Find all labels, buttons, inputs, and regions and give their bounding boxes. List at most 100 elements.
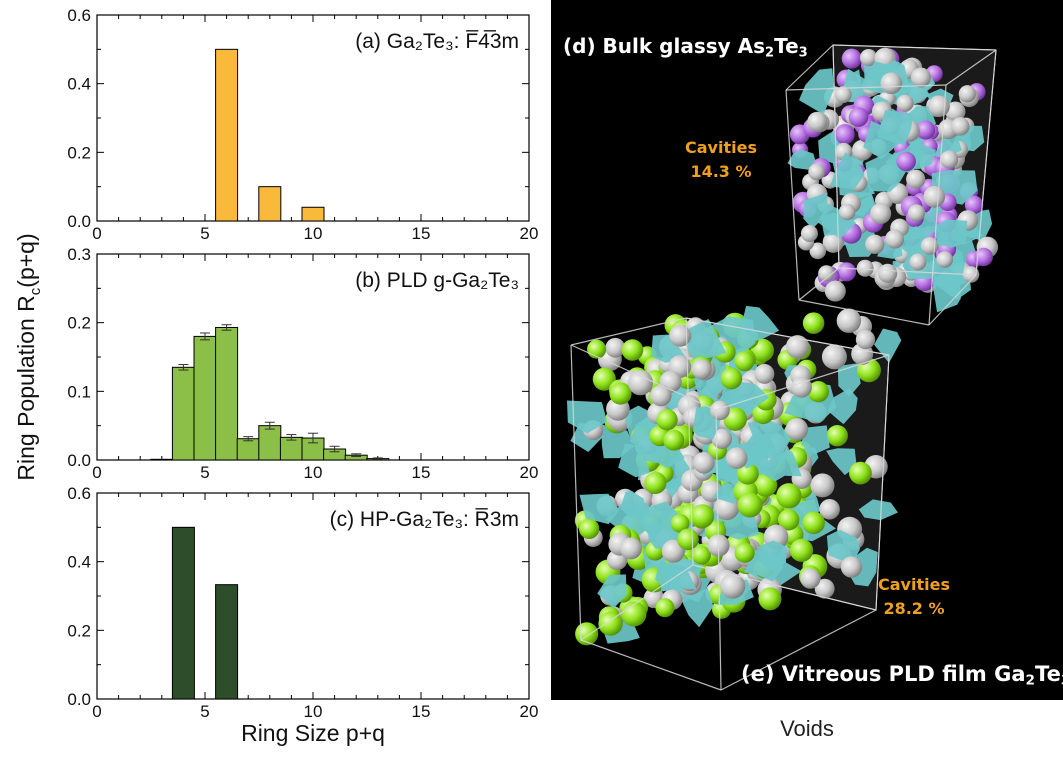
- bar: [215, 584, 239, 700]
- cube-edge: [928, 274, 977, 326]
- atom-other: [841, 48, 862, 69]
- atom-te: [808, 163, 825, 181]
- y-tick-label: 0.2: [67, 314, 91, 333]
- cavities-d-title: Cavities: [685, 138, 757, 157]
- atom-te: [920, 236, 939, 255]
- cube-edge: [570, 344, 717, 411]
- atom-te: [928, 95, 950, 117]
- atom-other: [592, 367, 616, 391]
- cube-edge: [715, 409, 722, 691]
- cavities-e-value: 28.2 %: [883, 599, 945, 618]
- atom-other: [609, 382, 632, 405]
- atom-other: [807, 381, 829, 403]
- cube-edge: [720, 609, 877, 691]
- cavity-surface: [579, 493, 620, 525]
- atom-te: [754, 363, 775, 384]
- cube-edge: [975, 49, 997, 276]
- cavity-surface: [863, 120, 902, 160]
- atom-other: [802, 511, 825, 535]
- x-tick-label: 0: [92, 702, 101, 721]
- cube-edge: [832, 44, 997, 51]
- y-tick-label: 0.2: [67, 143, 91, 162]
- atom-te: [834, 86, 852, 103]
- cavity-surface: [638, 501, 684, 550]
- x-tick-label: 20: [520, 702, 539, 721]
- atom-te: [865, 234, 885, 254]
- atom-te: [821, 344, 847, 370]
- atom-other: [598, 611, 623, 636]
- y-tick-label: 0.1: [67, 382, 91, 401]
- atom-other: [644, 471, 667, 495]
- atom-te: [885, 229, 905, 249]
- atom-other: [670, 513, 690, 533]
- bar: [258, 186, 282, 222]
- cavity-surface: [712, 483, 740, 504]
- atom-te: [650, 384, 672, 407]
- atom-other: [690, 504, 715, 528]
- atom-te: [814, 578, 835, 599]
- atom-te: [710, 400, 730, 421]
- voids-rendering-panel: (d) Bulk glassy As2Te3 Cavities 14.3 % C…: [551, 0, 1063, 700]
- cavities-d-label: Cavities 14.3 %: [671, 136, 771, 184]
- atom-te: [818, 265, 835, 282]
- cube-edge: [570, 317, 687, 346]
- atom-other: [896, 151, 916, 172]
- atom-other: [621, 339, 644, 361]
- chart-panel-3: 0 5 10 15 20 0.0 0.2 0.4 0.6 (c) HP-Ga₂Te₃: R̅3m: [67, 484, 538, 721]
- x-tick-label: 0: [92, 224, 101, 243]
- voids-caption: Voids: [780, 716, 834, 741]
- cavity-surface: [597, 574, 627, 609]
- x-tick-label: 20: [520, 463, 539, 482]
- x-tick-label: 15: [412, 463, 431, 482]
- atom-te: [807, 111, 828, 132]
- cube-edge: [785, 89, 800, 301]
- atom-te: [605, 337, 626, 358]
- cavity-surface: [826, 448, 857, 476]
- atom-te: [923, 185, 946, 208]
- cavity-surface: [758, 540, 788, 571]
- cavity-surface: [660, 563, 697, 592]
- atom-other: [777, 509, 800, 531]
- atom-other: [849, 461, 872, 485]
- panel-label: (a) Ga₂Te₃: F̅4̅3m: [355, 30, 519, 53]
- atom-te: [790, 376, 812, 398]
- cube-edge: [692, 564, 877, 611]
- atom-other: [691, 545, 711, 565]
- x-tick-label: 5: [200, 702, 209, 721]
- cube-edge: [785, 44, 834, 91]
- atom-te: [819, 498, 840, 520]
- panel-label: (b) PLD g-Ga₂Te₃: [355, 269, 519, 292]
- cavity-surface: [798, 68, 834, 115]
- atom-te: [810, 473, 835, 498]
- atom-other: [663, 429, 685, 451]
- atom-te: [951, 117, 970, 136]
- atom-te: [859, 48, 878, 67]
- atom-other: [578, 518, 600, 539]
- cavities-e-title: Cavities: [878, 575, 950, 594]
- x-tick-label: 10: [304, 463, 323, 482]
- bar: [236, 438, 260, 461]
- caption-e: (e) Vitreous PLD film Ga2Te3: [741, 662, 1063, 689]
- cube-edge: [570, 344, 582, 641]
- x-tick-label: 10: [304, 702, 323, 721]
- x-axis-label: Ring Size p+q: [241, 720, 385, 746]
- bar: [171, 366, 195, 461]
- cube-edge: [685, 317, 694, 566]
- atom-te: [620, 537, 642, 560]
- atom-te: [856, 259, 874, 277]
- x-tick-label: 20: [520, 224, 539, 243]
- atom-te: [838, 203, 856, 221]
- atom-te: [693, 451, 715, 474]
- bar: [215, 48, 239, 222]
- panel-label: (c) HP-Ga₂Te₃: R̅3m: [330, 508, 519, 531]
- cavity-surface: [803, 192, 828, 229]
- atom-te: [945, 101, 966, 122]
- cube-edge: [685, 317, 890, 356]
- x-tick-label: 10: [304, 224, 323, 243]
- cavity-surface: [827, 388, 858, 425]
- atom-other: [916, 120, 936, 140]
- atom-other: [848, 107, 869, 127]
- atom-other: [621, 601, 647, 627]
- bar: [150, 458, 174, 461]
- cavities-d-value: 14.3 %: [690, 162, 752, 181]
